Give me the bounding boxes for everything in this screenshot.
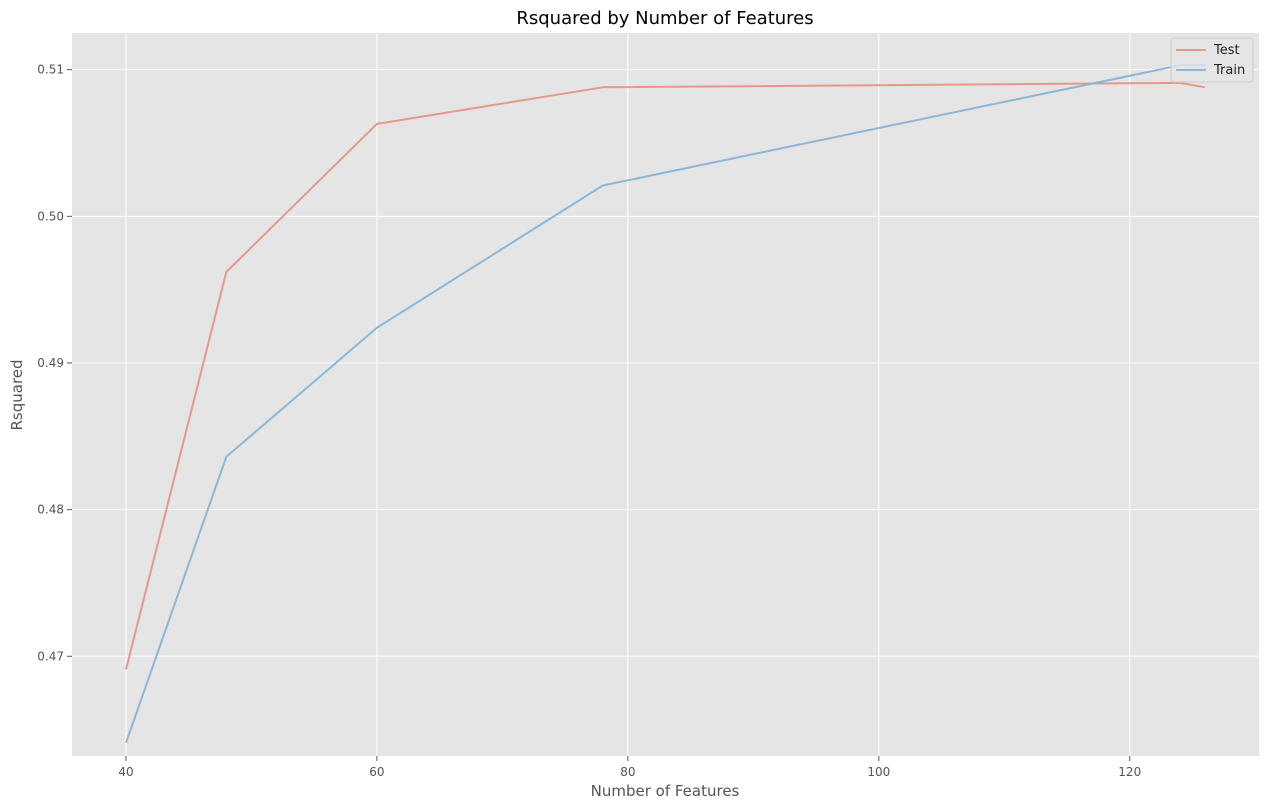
x-gridlines: [125, 33, 1131, 756]
legend-label-train: Train: [1213, 63, 1245, 78]
x-tick-label: 80: [620, 765, 635, 779]
y-tick-label: 0.48: [37, 503, 64, 517]
x-tick-labels: 40 60 80 100 120: [118, 756, 1141, 779]
y-gridlines: [72, 69, 1259, 657]
y-tick-label: 0.49: [37, 356, 64, 370]
x-tick-label: 40: [118, 765, 133, 779]
plot-area: [72, 33, 1259, 756]
x-tick-label: 60: [369, 765, 384, 779]
y-tick-label: 0.47: [37, 649, 64, 663]
y-tick-label: 0.51: [37, 63, 64, 77]
x-axis-label: Number of Features: [591, 782, 740, 800]
y-axis-label: Rsquared: [8, 359, 26, 430]
legend-label-test: Test: [1213, 43, 1240, 58]
legend: Test Train: [1170, 37, 1254, 83]
y-tick-label: 0.50: [37, 209, 64, 223]
series-line-test: [125, 81, 1206, 670]
chart-title: Rsquared by Number of Features: [516, 8, 813, 29]
x-tick-label: 120: [1118, 765, 1141, 779]
y-tick-labels: 0.47 0.48 0.49 0.50 0.51: [37, 63, 72, 663]
x-tick-label: 100: [867, 765, 890, 779]
